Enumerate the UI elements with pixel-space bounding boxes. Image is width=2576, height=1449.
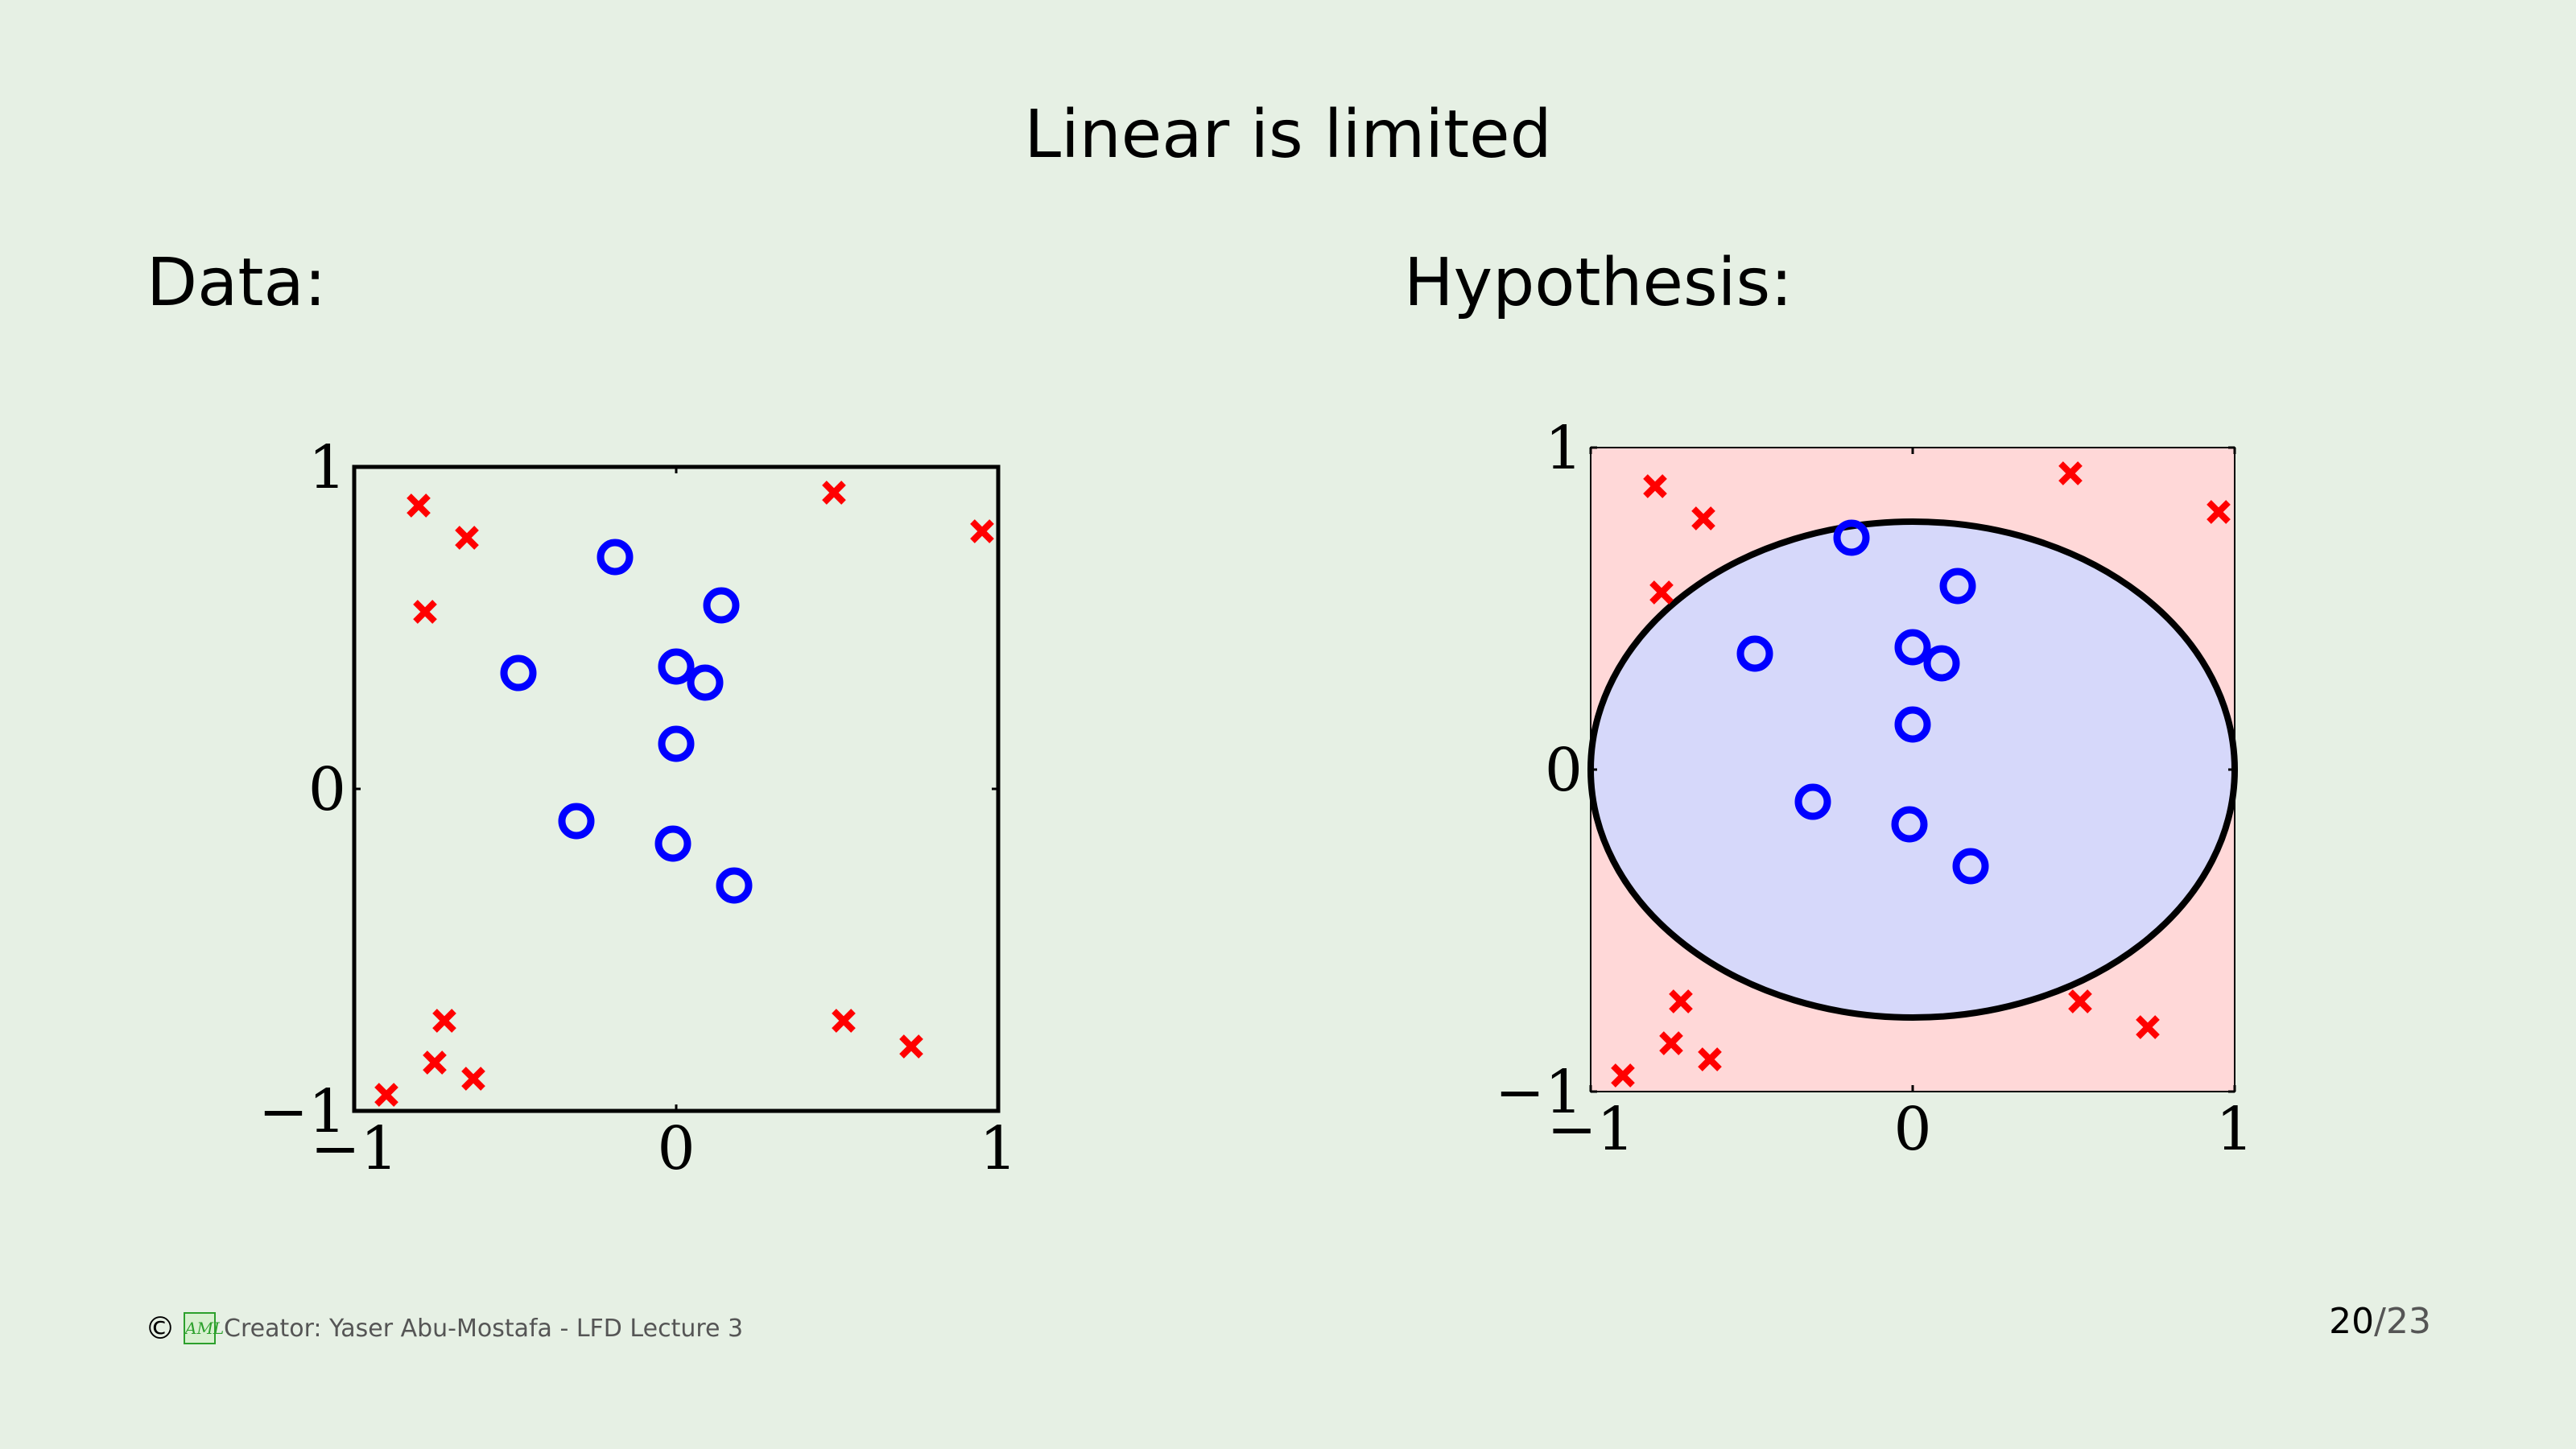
slide-title: Linear is limited xyxy=(1024,97,1552,173)
chart-1-cross-point xyxy=(2136,1015,2160,1039)
chart-0-y-tick-label: −1 xyxy=(258,1077,346,1146)
chart-1-circle-point xyxy=(1736,635,1773,672)
chart-0-circle-point xyxy=(716,867,753,904)
chart-1-x-tick-label: 0 xyxy=(1893,1095,1931,1164)
chart-1-cross-point xyxy=(2207,500,2231,524)
chart-1-cross-point xyxy=(1611,1063,1635,1088)
chart-0-cross-point xyxy=(832,1009,856,1033)
chart-1-cross-point xyxy=(2068,989,2092,1013)
chart-0-x-tick-label: 0 xyxy=(657,1114,695,1183)
footer: © AML Creator: Yaser Abu-Mostafa - LFD L… xyxy=(145,1311,743,1346)
chart-1-circle-point xyxy=(1939,568,1976,605)
hypothesis-scatter-plot: −1−1 0 0 1 1 xyxy=(1495,414,2254,1164)
chart-0-y-tick-label: 1 xyxy=(308,433,346,502)
chart-1-circle-point xyxy=(1891,806,1928,843)
chart-1-cross-point xyxy=(1698,1047,1722,1071)
page-number: 20/23 xyxy=(2329,1301,2431,1342)
aml-logo-icon: AML xyxy=(184,1312,224,1344)
chart-0-cross-point xyxy=(461,1067,485,1091)
chart-1-cross-point xyxy=(1649,580,1674,605)
footer-credit: Creator: Yaser Abu-Mostafa - LFD Lecture… xyxy=(224,1314,744,1343)
chart-0-cross-point xyxy=(455,526,479,550)
chart-0-circle-point xyxy=(597,539,634,576)
chart-1-cross-point xyxy=(1669,989,1693,1013)
chart-1-y-tick-label: 0 xyxy=(1545,736,1583,805)
chart-1-cross-point xyxy=(1691,506,1715,530)
chart-0-circle-point xyxy=(654,825,691,862)
chart-1-cross-point xyxy=(1659,1031,1683,1055)
chart-0-x-tick-label: 1 xyxy=(979,1114,1017,1183)
chart-0-circle-point xyxy=(687,664,724,701)
chart-0-x-tick-label: −1 xyxy=(310,1114,398,1183)
chart-1-circle-point xyxy=(1894,629,1931,666)
chart-1-circle-point xyxy=(1923,645,1960,682)
chart-0-circle-point xyxy=(658,648,695,685)
page-separator: / xyxy=(2374,1301,2386,1342)
chart-0-circle-point xyxy=(558,803,595,840)
chart-0-cross-point xyxy=(822,481,846,505)
chart-1-y-tick-label: 1 xyxy=(1545,414,1583,483)
chart-0-y-tick-label: 0 xyxy=(308,755,346,824)
chart-0-cross-point xyxy=(413,600,437,624)
page-total: 23 xyxy=(2386,1301,2431,1342)
chart-1-cross-point xyxy=(2058,461,2083,485)
chart-1-hypothesis-region xyxy=(1587,518,2238,1021)
chart-0-circle-point xyxy=(500,654,537,691)
chart-0-circle-point xyxy=(658,725,695,762)
chart-1-circle-point xyxy=(1833,519,1870,556)
chart-0-cross-point xyxy=(432,1009,456,1033)
chart-1-x-tick-label: −1 xyxy=(1546,1095,1634,1164)
chart-0-cross-point xyxy=(423,1051,447,1075)
chart-1-x-tick-label: 1 xyxy=(2215,1095,2253,1164)
chart-0-cross-point xyxy=(970,519,994,543)
chart-1-circle-point xyxy=(1794,783,1831,820)
data-label: Data: xyxy=(147,245,327,321)
chart-0-cross-point xyxy=(407,493,431,518)
chart-1-circle-point xyxy=(1894,706,1931,743)
chart-1-circle-point xyxy=(1952,848,1989,885)
data-scatter-plot: −1−1 0 0 1 1 xyxy=(258,433,1018,1183)
chart-1-y-tick-label: −1 xyxy=(1495,1058,1583,1127)
page-current: 20 xyxy=(2329,1301,2375,1342)
copyright-icon: © xyxy=(145,1311,175,1346)
chart-1-cross-point xyxy=(1643,474,1667,498)
chart-0-cross-point xyxy=(899,1034,923,1059)
chart-0-circle-point xyxy=(703,587,740,624)
chart-0-cross-point xyxy=(374,1083,398,1107)
hypothesis-label: Hypothesis: xyxy=(1404,245,1793,321)
